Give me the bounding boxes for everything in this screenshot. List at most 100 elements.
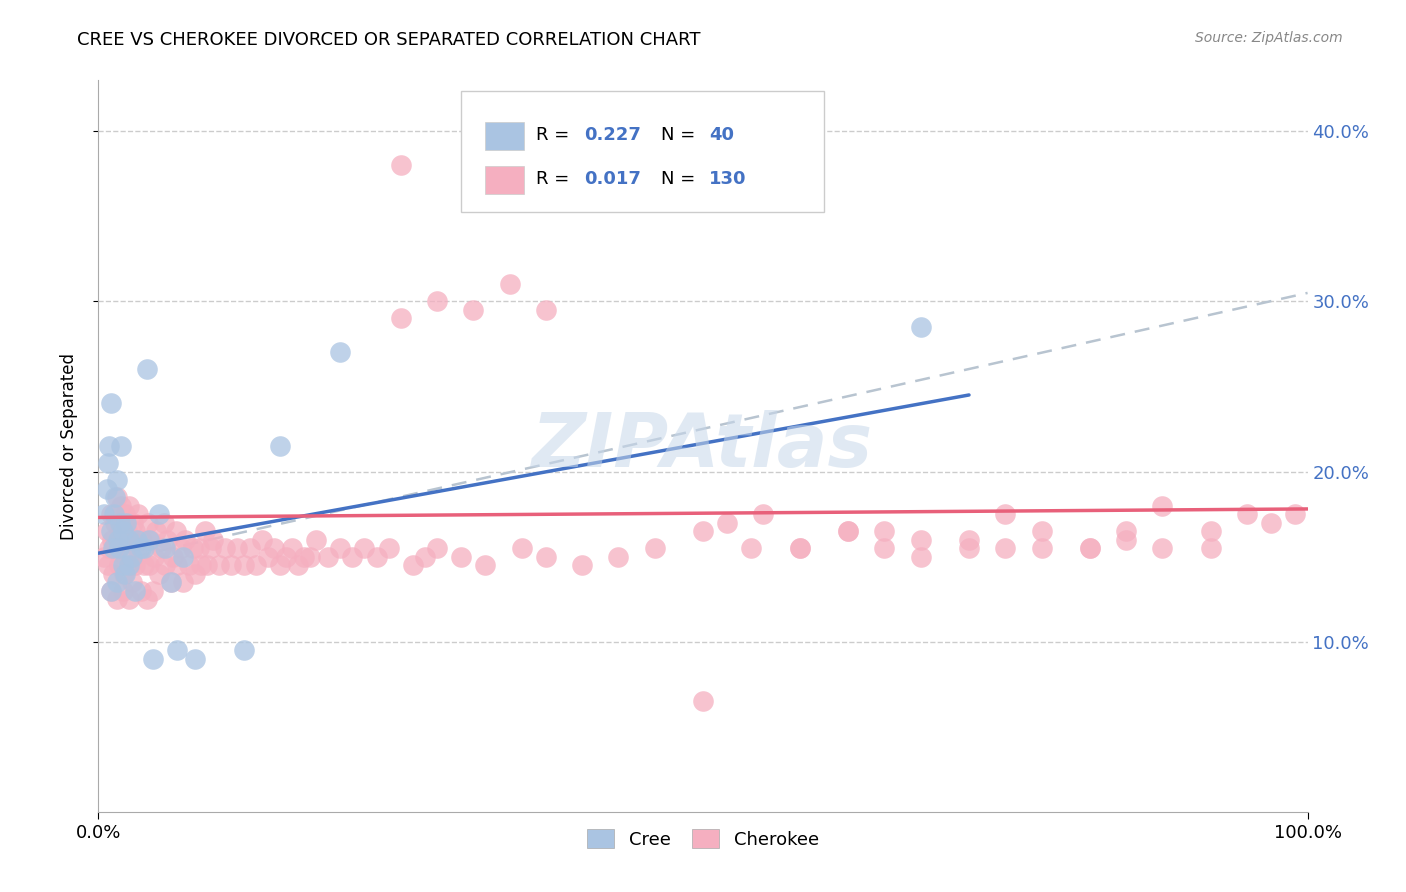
Point (1236, 507, 1258, 521)
Point (571, 558, 593, 572)
Point (96, 482, 118, 496)
Text: N =: N = (661, 170, 700, 188)
Point (166, 643, 188, 657)
Point (118, 558, 141, 572)
Point (1078, 541, 1101, 555)
Point (98, 439, 121, 453)
Text: N =: N = (661, 126, 700, 145)
Point (426, 541, 449, 555)
Point (190, 558, 212, 572)
Point (93, 507, 115, 521)
Point (122, 516, 145, 530)
Point (105, 473, 128, 487)
Point (107, 541, 129, 555)
Point (269, 439, 291, 453)
Point (1152, 541, 1174, 555)
Point (534, 549, 557, 564)
Point (139, 533, 162, 547)
Text: CREE VS CHEROKEE DIVORCED OR SEPARATED CORRELATION CHART: CREE VS CHEROKEE DIVORCED OR SEPARATED C… (77, 31, 700, 49)
Point (221, 558, 243, 572)
Point (292, 549, 315, 564)
Point (110, 499, 132, 513)
Point (169, 541, 191, 555)
Point (108, 558, 131, 572)
Point (250, 533, 273, 547)
Point (184, 651, 207, 665)
Point (957, 541, 980, 555)
Point (127, 541, 149, 555)
Point (160, 575, 183, 590)
Text: 40: 40 (709, 126, 734, 145)
Point (837, 524, 859, 538)
Point (96, 524, 118, 538)
Point (692, 694, 714, 708)
Point (910, 320, 932, 334)
Point (402, 558, 425, 572)
Point (104, 516, 127, 530)
Point (232, 643, 254, 657)
Point (187, 541, 209, 555)
Point (114, 507, 136, 521)
Point (789, 541, 811, 555)
Point (305, 533, 328, 547)
Point (450, 549, 472, 564)
Point (377, 541, 399, 555)
Point (226, 541, 249, 555)
Point (153, 541, 176, 555)
Point (138, 558, 160, 572)
Point (172, 575, 194, 590)
Text: R =: R = (536, 126, 575, 145)
Point (150, 541, 173, 555)
Point (142, 651, 165, 665)
Point (118, 592, 141, 607)
Point (100, 507, 122, 521)
Point (426, 294, 449, 309)
Point (413, 549, 436, 564)
Point (156, 533, 179, 547)
Point (299, 549, 322, 564)
Point (100, 583, 122, 598)
Point (118, 499, 141, 513)
Point (256, 549, 278, 564)
Point (136, 516, 159, 530)
Point (174, 533, 197, 547)
Point (97, 456, 120, 470)
Point (114, 566, 136, 581)
Point (1031, 524, 1053, 538)
Point (118, 533, 141, 547)
Point (957, 533, 980, 547)
Point (120, 533, 142, 547)
Point (789, 541, 811, 555)
Point (740, 541, 762, 555)
Point (162, 549, 184, 564)
Text: ZIPAtlas: ZIPAtlas (533, 409, 873, 483)
Point (135, 362, 157, 376)
Point (389, 158, 412, 172)
Point (111, 583, 134, 598)
Point (534, 302, 557, 317)
Point (232, 558, 254, 572)
Point (389, 311, 412, 326)
Point (474, 558, 496, 572)
Point (93, 549, 115, 564)
Text: Source: ZipAtlas.com: Source: ZipAtlas.com (1195, 31, 1343, 45)
Point (329, 541, 352, 555)
Point (281, 541, 304, 555)
Point (316, 549, 339, 564)
Point (1078, 541, 1101, 555)
Point (117, 524, 139, 538)
Point (101, 541, 124, 555)
Point (115, 516, 138, 530)
Point (135, 592, 157, 607)
Point (98, 541, 121, 555)
Point (111, 524, 134, 538)
Point (837, 524, 859, 538)
Legend: Cree, Cherokee: Cree, Cherokee (578, 820, 828, 857)
Point (1284, 507, 1306, 521)
Point (111, 533, 134, 547)
Point (103, 541, 125, 555)
Point (1199, 541, 1222, 555)
Text: 130: 130 (709, 170, 747, 188)
Point (716, 516, 738, 530)
FancyBboxPatch shape (485, 166, 524, 194)
